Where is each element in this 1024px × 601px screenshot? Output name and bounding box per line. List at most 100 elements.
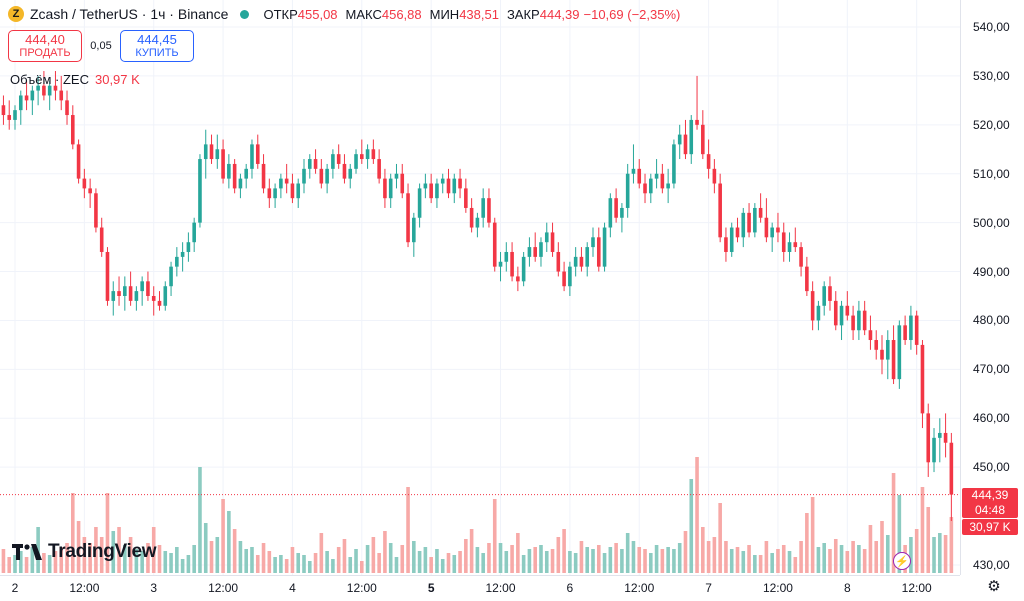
volume-bar (117, 527, 121, 573)
last-price-value: 444,39 (971, 488, 1009, 502)
volume-bar (47, 555, 52, 573)
volume-bar (845, 551, 850, 573)
volume-bar (175, 547, 179, 573)
candle-body (146, 281, 150, 296)
volume-bar (828, 549, 832, 573)
volume-bar (556, 537, 561, 573)
candle-body (839, 305, 844, 326)
open-value: 455,08 (297, 6, 338, 22)
volume-bar (938, 533, 942, 573)
candle-body (59, 90, 64, 101)
volume-bar (724, 541, 728, 573)
candle-body (290, 183, 295, 199)
candle-body (747, 212, 751, 233)
volume-legend[interactable]: Объём · ZEC 30,97 K (10, 72, 140, 87)
volume-bar (544, 551, 549, 573)
volume-bar (741, 551, 746, 573)
volume-bar (180, 559, 185, 573)
volume-bar (1, 549, 6, 573)
volume-bar (753, 555, 757, 573)
volume-bar (209, 541, 214, 573)
settings-gear-icon[interactable]: ⚙ (987, 578, 1001, 595)
chart-plot-area[interactable] (0, 0, 960, 575)
volume-bar (99, 537, 104, 573)
candle-body (498, 261, 503, 267)
volume-bar (440, 559, 445, 573)
candle-body (111, 291, 116, 301)
volume-bar (394, 557, 399, 573)
lightning-icon[interactable]: ⚡ (893, 552, 911, 570)
price-tick-label: 450,00 (973, 460, 1010, 475)
candle-body (307, 159, 312, 169)
volume-bar (354, 549, 358, 573)
price-axis[interactable]: 540,00 530,00 520,00 510,00 500,00 490,00 480,… (960, 0, 1024, 575)
volume-bar (839, 545, 844, 573)
candle-body (423, 183, 428, 189)
sell-price: 444,40 (25, 31, 65, 47)
candle-body (250, 144, 254, 169)
time-axis[interactable]: 2 12:00 3 12:00 4 12:00 5 12:00 6 12:00 7 12:00 8 12:… (0, 575, 960, 601)
trade-buttons: 444,40 ПРОДАТЬ 0,05 444,45 КУПИТЬ (8, 30, 194, 62)
volume-bar (244, 549, 248, 573)
volume-bar (793, 557, 798, 573)
candle-body (475, 217, 480, 228)
tradingview-logo[interactable]: TradingView (12, 541, 157, 563)
volume-bar (238, 541, 243, 573)
bar-countdown: 04:48 (974, 503, 1006, 517)
price-tick-label: 490,00 (973, 264, 1010, 279)
buy-price: 444,45 (137, 31, 177, 47)
candle-body (267, 188, 272, 199)
volume-bar (631, 541, 636, 573)
volume-bar (71, 493, 75, 573)
last-price-tag: 444,39 04:48 (962, 488, 1018, 518)
candle-body (949, 442, 954, 495)
candle-body (712, 168, 717, 184)
volume-bar (302, 555, 306, 573)
time-tick-label: 6 (566, 581, 574, 595)
candle-body (7, 115, 12, 120)
volume-bar (666, 547, 670, 573)
candle-body (180, 251, 185, 257)
sell-label: ПРОДАТЬ (19, 46, 71, 59)
sell-button[interactable]: 444,40 ПРОДАТЬ (8, 30, 82, 62)
volume-bar (891, 473, 896, 573)
high-label: МАКС (345, 6, 382, 22)
volume-bar (909, 537, 913, 573)
volume-bar (342, 539, 347, 573)
volume-bar (689, 479, 694, 573)
candle-body (631, 168, 636, 174)
volume-bar (926, 507, 931, 573)
candle-body (319, 168, 324, 184)
candle-body (816, 305, 821, 321)
candle-body (221, 149, 225, 179)
volume-bar (417, 551, 422, 573)
time-tick-label: 12:00 (69, 581, 100, 595)
volume-bar (521, 555, 526, 573)
volume-bar (290, 547, 295, 573)
buy-button[interactable]: 444,45 КУПИТЬ (120, 30, 194, 62)
candle-body (891, 340, 896, 380)
brand-name: TradingView (48, 541, 157, 562)
candle-body (677, 134, 682, 145)
volume-bar (654, 545, 659, 573)
volume-bar (279, 555, 283, 573)
volume-tag-value: 30,97 K (969, 520, 1011, 534)
volume-bar (920, 487, 925, 573)
candle-body (13, 110, 17, 120)
volume-bar (232, 529, 237, 573)
volume-bar (776, 549, 780, 573)
symbol-title[interactable]: Zcash / TetherUS · 1ч · Binance (30, 6, 229, 22)
candle-body (568, 266, 572, 287)
volume-bar (591, 549, 595, 573)
candle-body (943, 432, 948, 443)
candle-body (770, 227, 774, 238)
candle-body (435, 183, 439, 199)
candle-body (573, 256, 578, 267)
candle-body (556, 251, 561, 272)
candle-body (885, 340, 890, 360)
volume-bar (880, 521, 884, 573)
candle-body (128, 286, 133, 301)
candle-body (781, 232, 786, 252)
volume-bar (163, 551, 168, 573)
candle-body (625, 173, 630, 208)
